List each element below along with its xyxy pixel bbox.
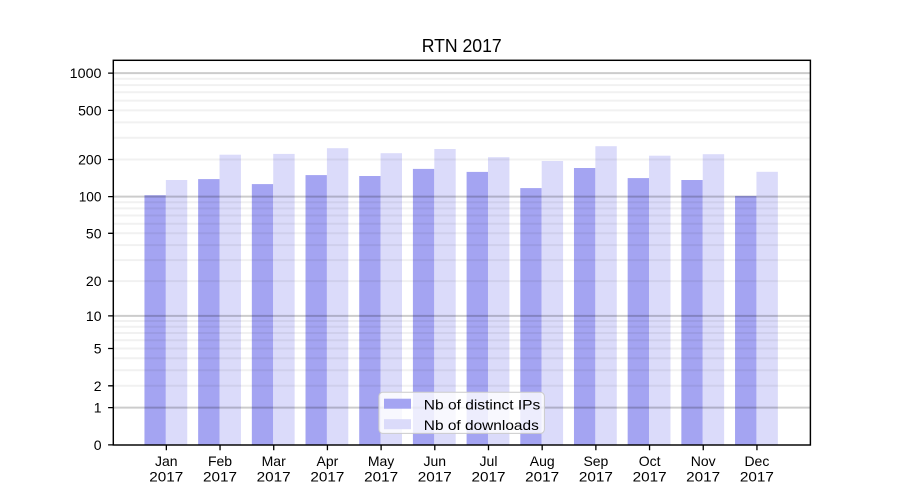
svg-text:2017: 2017 [364, 469, 398, 485]
svg-text:Jul: Jul [480, 453, 498, 469]
svg-text:50: 50 [86, 225, 102, 241]
svg-text:2017: 2017 [203, 469, 237, 485]
svg-text:2017: 2017 [740, 469, 774, 485]
svg-text:2: 2 [94, 378, 102, 394]
svg-text:Aug: Aug [530, 453, 555, 469]
svg-text:200: 200 [78, 152, 102, 168]
svg-text:Dec: Dec [744, 453, 769, 469]
svg-text:2017: 2017 [686, 469, 720, 485]
svg-text:2017: 2017 [257, 469, 291, 485]
svg-text:2017: 2017 [579, 469, 613, 485]
svg-text:Nov: Nov [691, 453, 716, 469]
svg-text:Feb: Feb [208, 453, 232, 469]
svg-text:100: 100 [79, 189, 102, 205]
svg-text:2017: 2017 [418, 469, 452, 485]
svg-text:Jan: Jan [155, 453, 178, 469]
svg-text:10: 10 [86, 308, 102, 324]
svg-text:5: 5 [94, 341, 102, 357]
svg-text:Nb of distinct IPs: Nb of distinct IPs [424, 396, 541, 412]
svg-text:Sep: Sep [583, 453, 608, 469]
svg-text:2017: 2017 [525, 469, 559, 485]
svg-text:1: 1 [94, 400, 102, 416]
svg-text:2017: 2017 [310, 469, 344, 485]
svg-text:Oct: Oct [639, 453, 661, 469]
svg-text:RTN 2017: RTN 2017 [422, 36, 502, 56]
svg-text:0: 0 [94, 437, 102, 453]
svg-text:500: 500 [78, 103, 102, 119]
svg-text:1000: 1000 [70, 65, 102, 81]
svg-text:2017: 2017 [149, 469, 183, 485]
svg-text:2017: 2017 [633, 469, 667, 485]
svg-text:2017: 2017 [472, 469, 506, 485]
svg-text:20: 20 [86, 273, 102, 289]
svg-text:Mar: Mar [262, 453, 286, 469]
svg-text:Nb of downloads: Nb of downloads [424, 417, 539, 433]
svg-text:May: May [368, 453, 394, 469]
svg-text:Apr: Apr [317, 453, 339, 469]
svg-text:Jun: Jun [424, 453, 447, 469]
